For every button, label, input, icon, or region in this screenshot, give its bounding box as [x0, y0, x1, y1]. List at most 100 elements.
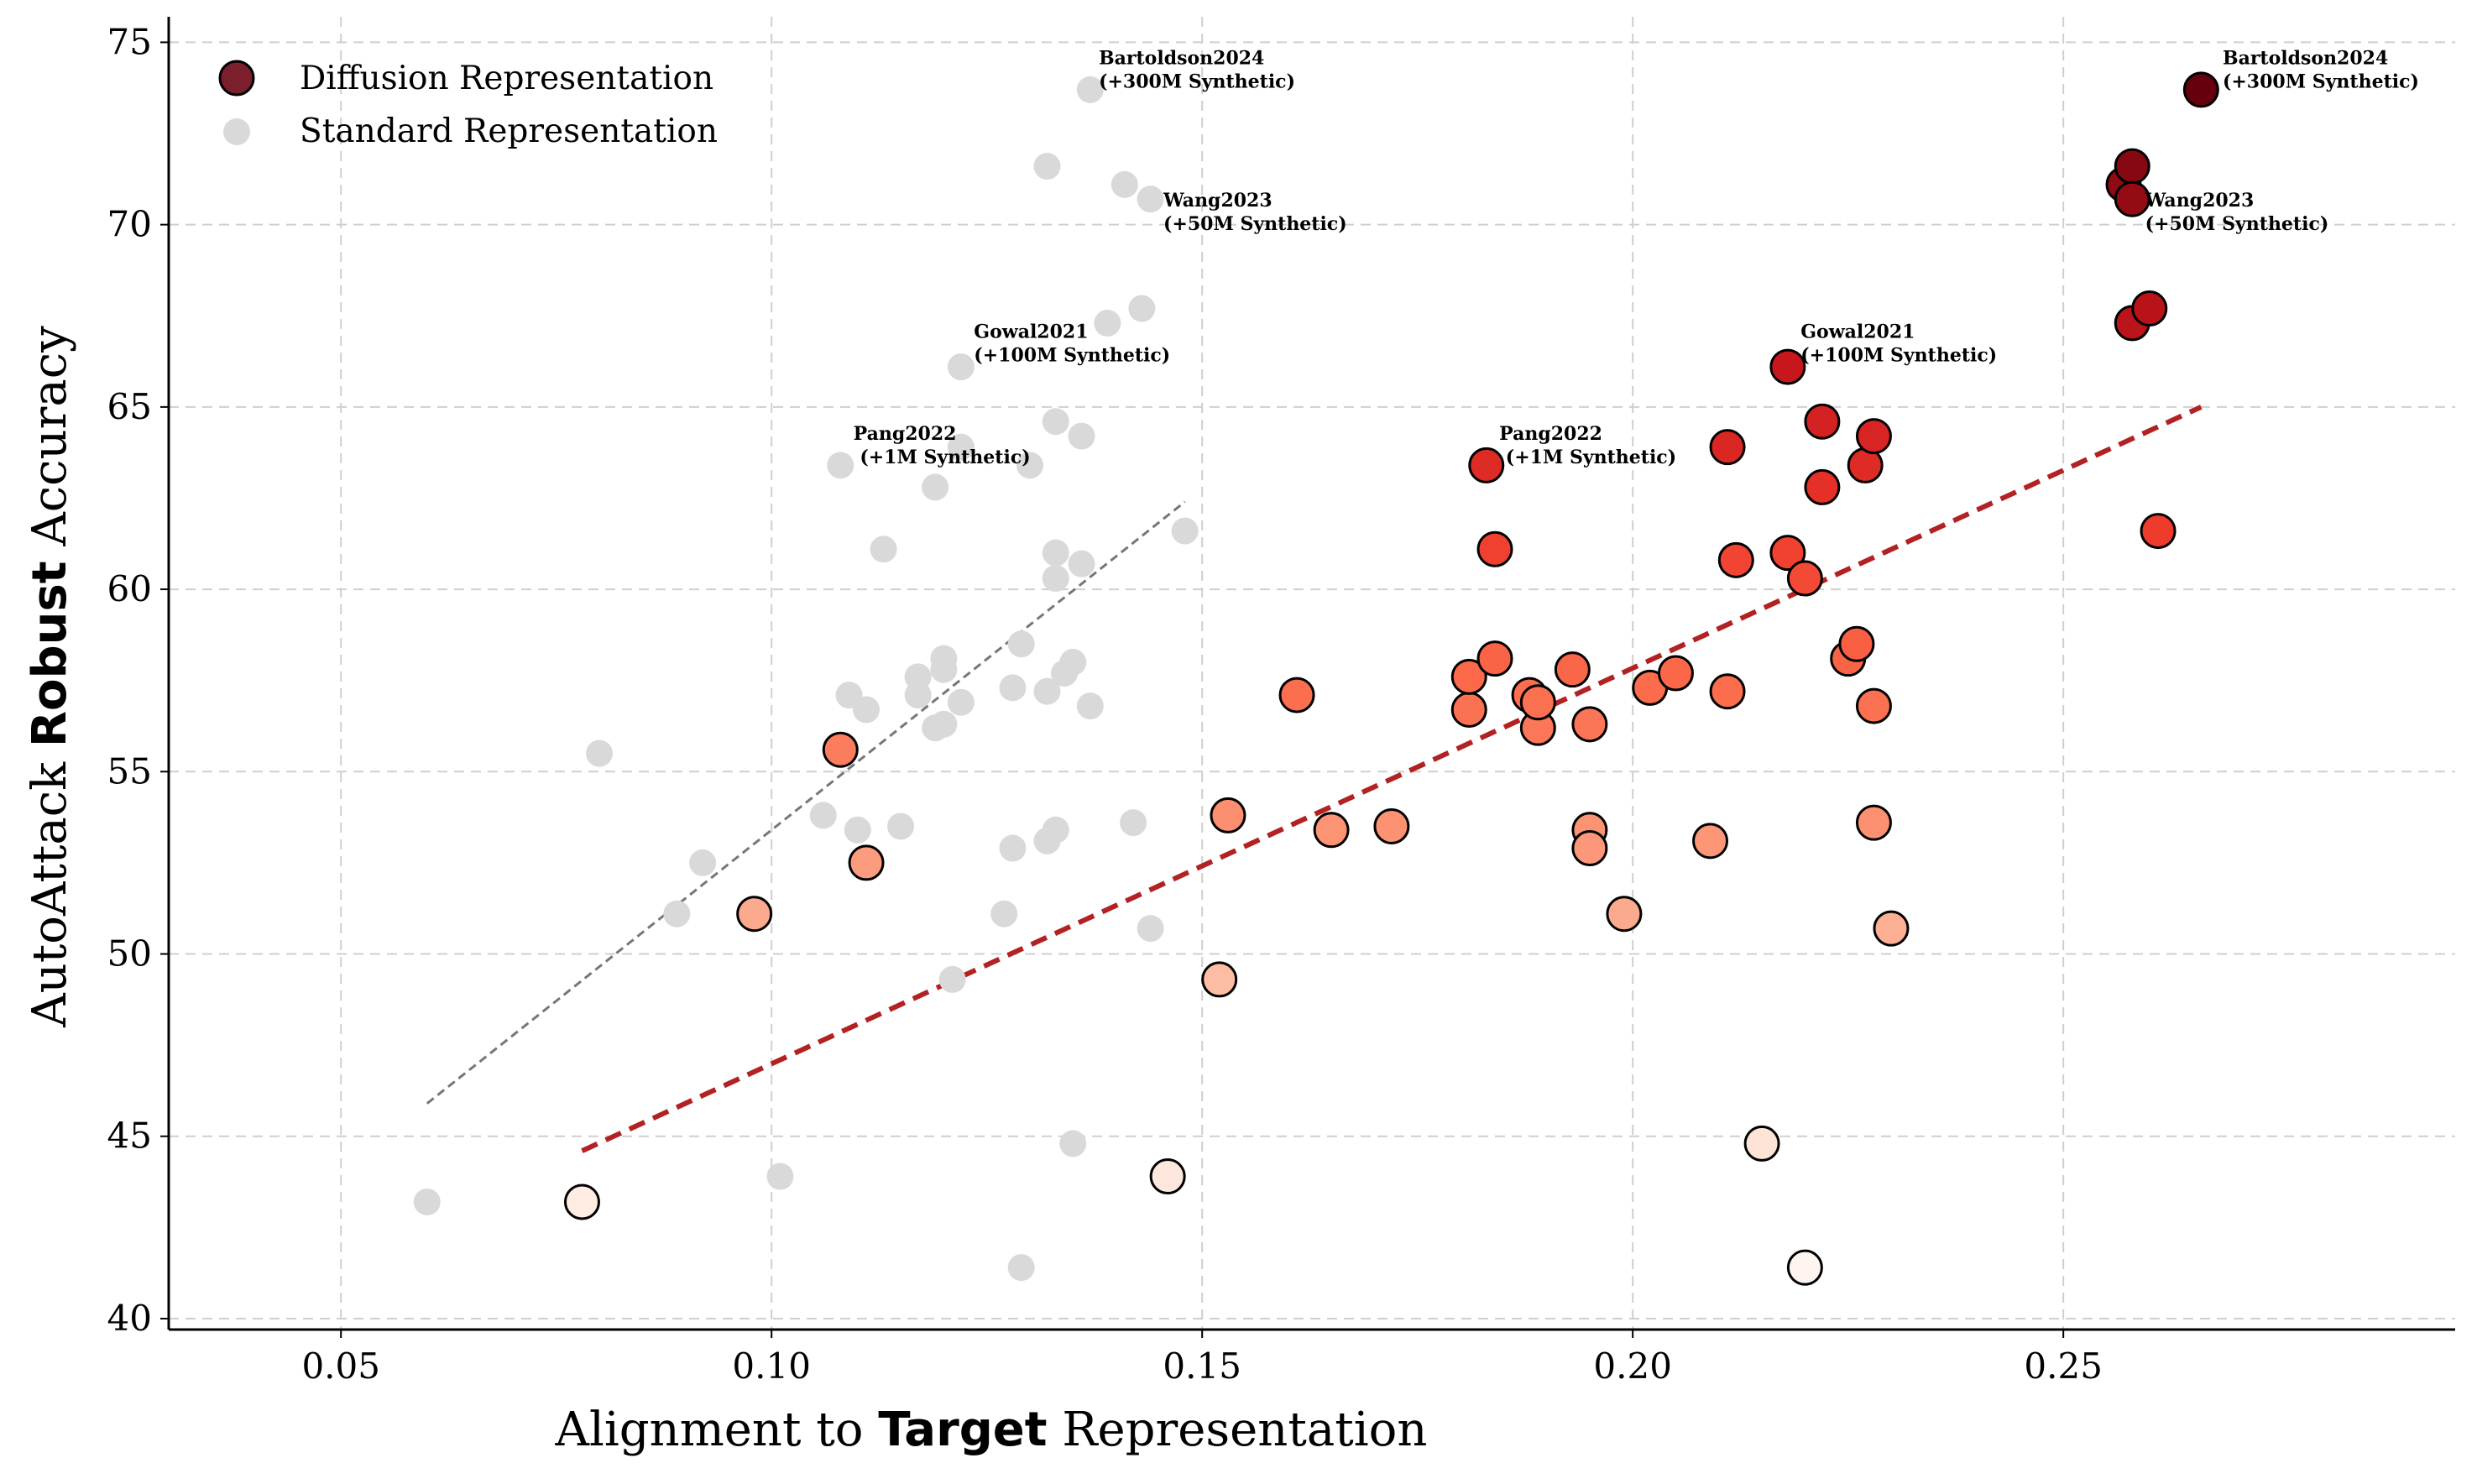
y-axis-title: AutoAttack Robust Accuracy [23, 326, 77, 1028]
diffusion-point-23 [1571, 830, 1608, 867]
diffusion-point-30 [1717, 541, 1754, 578]
standard-point-0 [413, 1188, 441, 1215]
standard-representation-points [413, 76, 1199, 1282]
standard-point-33 [1042, 539, 1069, 567]
diffusion-point-24 [1606, 896, 1643, 933]
diffusion-point-31 [1769, 348, 1806, 385]
standard-point-32 [1042, 565, 1069, 593]
annotation-0: Bartoldson2024 (+300M Synthetic) [1099, 47, 1295, 92]
diffusion-point-29 [1709, 673, 1746, 710]
standard-point-23 [990, 900, 1018, 928]
diffusion-point-9 [1278, 677, 1315, 713]
standard-point-15 [922, 473, 949, 501]
diffusion-point-28 [1709, 429, 1746, 466]
standard-point-47 [1137, 186, 1164, 213]
diffusion-point-15 [1476, 530, 1513, 567]
standard-point-20 [947, 688, 975, 716]
legend-label-diffusion: Diffusion Representation [300, 60, 713, 97]
diffusion-point-42 [1873, 910, 1910, 947]
annotation-6: Gowal2021 (+100M Synthetic) [1800, 321, 1997, 366]
standard-point-26 [1007, 630, 1035, 658]
diffusion-point-27 [1692, 823, 1729, 860]
x-axis-title-part1: Alignment to [555, 1403, 879, 1457]
annotation-7: Pang2022 (+1M Synthetic) [1499, 423, 1676, 468]
standard-point-1 [585, 739, 613, 767]
standard-point-29 [1033, 677, 1061, 705]
annotation-4: Bartoldson2024 (+300M Synthetic) [2223, 47, 2419, 92]
diffusion-point-12 [1450, 691, 1487, 728]
standard-point-48 [1137, 915, 1164, 943]
diffusion-point-16 [1476, 640, 1513, 677]
diffusion-point-8 [1210, 797, 1246, 833]
annotation-line: (+300M Synthetic) [2223, 71, 2419, 92]
y-tick-label-1: 45 [107, 1116, 152, 1157]
annotation-5: Wang2023 (+50M Synthetic) [2145, 190, 2329, 235]
standard-point-10 [870, 536, 897, 563]
annotation-line: (+100M Synthetic) [974, 344, 1170, 366]
annotation-line: Pang2022 [854, 423, 957, 445]
y-axis-title-bold: Robust [23, 561, 77, 747]
standard-point-34 [1042, 816, 1069, 844]
tick-labels: 0.05 0.10 0.15 0.20 0.25 40 45 50 55 60 65 70 75 [107, 21, 2103, 1387]
diffusion-point-33 [1786, 560, 1823, 597]
x-axis-title-part3: Representation [1048, 1403, 1428, 1457]
standard-point-37 [1059, 1130, 1087, 1157]
standard-point-17 [930, 656, 958, 683]
diffusion-point-14 [1468, 447, 1505, 483]
standard-point-35 [1042, 408, 1069, 436]
annotation-line: Gowal2021 [974, 321, 1088, 342]
standard-point-31 [1033, 153, 1061, 180]
y-axis-title-part3: Accuracy [23, 326, 77, 562]
standard-point-41 [1076, 76, 1104, 103]
diffusion-point-32 [1769, 535, 1806, 572]
standard-point-13 [904, 682, 932, 709]
standard-point-4 [766, 1163, 794, 1190]
x-tick-label-3: 0.20 [1593, 1346, 1672, 1387]
annotation-2: Gowal2021 (+100M Synthetic) [974, 321, 1170, 366]
y-tick-label-7: 75 [107, 21, 152, 62]
standard-point-42 [1076, 692, 1104, 720]
annotation-line: (+1M Synthetic) [1499, 447, 1676, 468]
standard-point-3 [689, 849, 717, 876]
standard-point-39 [1068, 422, 1095, 450]
diffusion-point-0 [563, 1184, 600, 1220]
y-tick-label-4: 60 [107, 568, 152, 609]
diffusion-representation-points [563, 71, 2219, 1286]
grid [169, 17, 2455, 1330]
diffusion-point-7 [1201, 961, 1238, 998]
annotation-line: (+1M Synthetic) [854, 447, 1031, 468]
x-axis-title: Alignment to Target Representation [555, 1403, 1428, 1457]
annotation-line: Wang2023 [2145, 190, 2255, 212]
standard-point-9 [853, 696, 881, 724]
annotation-line: (+50M Synthetic) [2145, 213, 2329, 235]
standard-point-45 [1120, 809, 1147, 837]
standard-point-19 [938, 965, 966, 993]
axes [160, 17, 2455, 1338]
diffusion-point-13 [1450, 658, 1487, 695]
annotation-line: Gowal2021 [1800, 321, 1915, 342]
diffusion-point-34 [1804, 403, 1841, 440]
y-tick-label-2: 50 [107, 933, 152, 975]
standard-point-43 [1094, 309, 1121, 337]
legend-marker-diffusion [218, 60, 255, 97]
y-tick-label-3: 55 [107, 750, 152, 792]
standard-point-49 [1171, 517, 1199, 545]
standard-point-46 [1128, 295, 1156, 322]
diffusion-point-37 [1838, 625, 1875, 662]
diffusion-point-47 [2131, 290, 2168, 327]
standard-point-2 [663, 900, 691, 928]
trend-lines [426, 405, 2203, 1153]
trend-line-diffusion [581, 405, 2203, 1153]
y-axis-title-part1: AutoAttack [23, 747, 77, 1028]
annotation-line: Bartoldson2024 [2223, 47, 2388, 69]
annotations: Bartoldson2024 (+300M Synthetic)Wang2023(… [854, 47, 2419, 468]
standard-point-22 [947, 433, 975, 461]
diffusion-point-40 [1855, 687, 1892, 724]
diffusion-point-4 [736, 896, 773, 933]
legend-marker-standard [223, 118, 250, 145]
annotation-line: (+300M Synthetic) [1099, 71, 1295, 92]
diffusion-point-39 [1855, 418, 1892, 455]
standard-point-18 [930, 710, 958, 738]
standard-point-25 [999, 834, 1027, 862]
x-axis-title-bold: Target [878, 1403, 1047, 1457]
